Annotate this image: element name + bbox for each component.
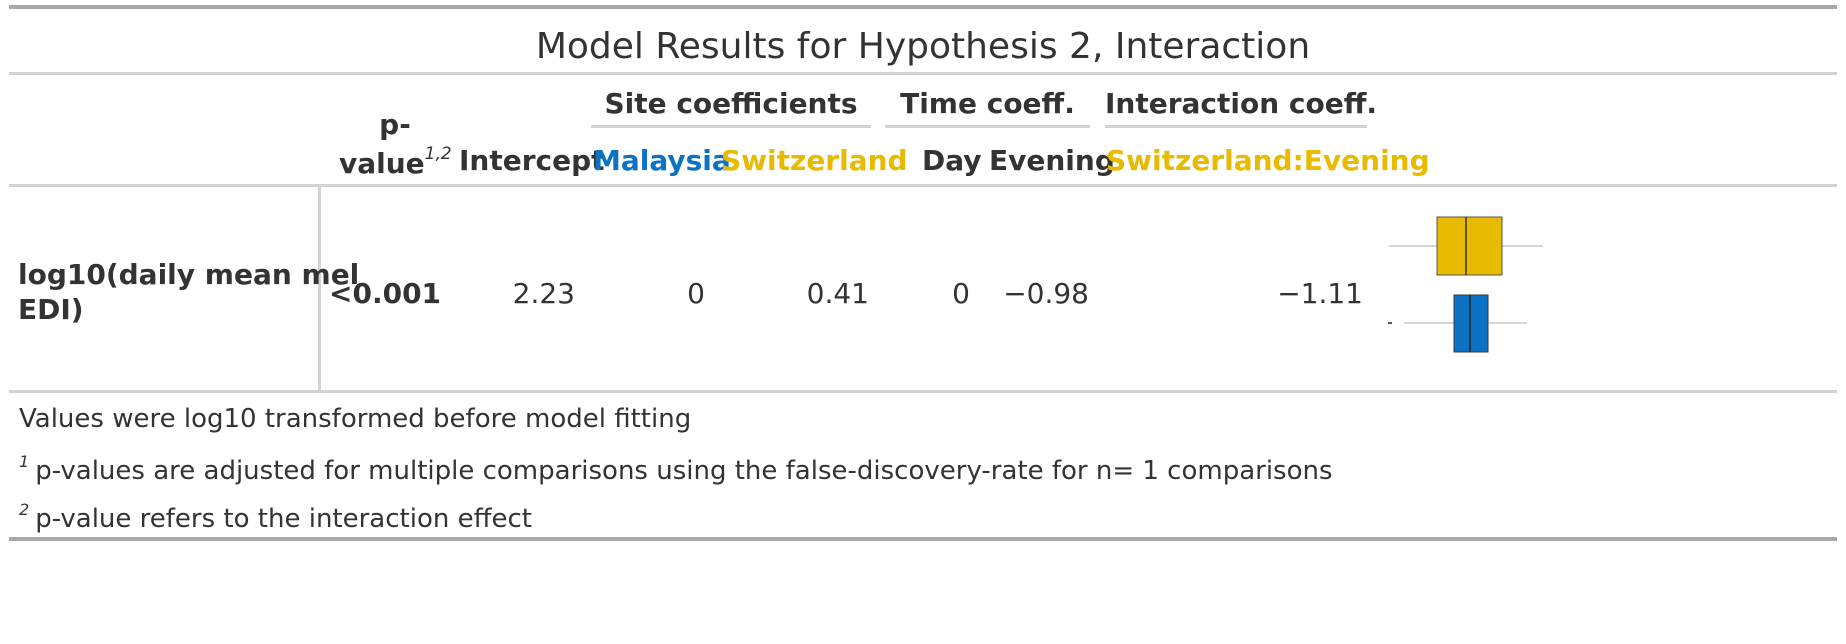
table-top-border xyxy=(9,5,1837,9)
header-evening: Evening xyxy=(989,144,1115,177)
footnote-2-mark: 2 xyxy=(19,500,30,519)
table-title: Model Results for Hypothesis 2, Interact… xyxy=(535,26,1311,67)
header-day: Day xyxy=(922,144,982,177)
source-note: Values were log10 transformed before mod… xyxy=(19,404,692,434)
header-malaysia: Malaysia xyxy=(593,144,731,177)
footnote-2: 2 p-value refers to the interaction effec… xyxy=(19,500,532,534)
spanner-site-coefficients: Site coefficients xyxy=(604,87,858,120)
header-switzerland: Switzerland xyxy=(721,144,908,177)
cell-day: 0 xyxy=(952,277,970,310)
switzerland-box xyxy=(1436,216,1503,276)
cell-intercept: 2.23 xyxy=(512,277,575,310)
row-label-line1: log10(daily mean mel xyxy=(18,258,360,291)
header-bottom-rule xyxy=(9,184,1837,187)
header-switzerland-evening: Switzerland:Evening xyxy=(1106,144,1430,177)
body-bottom-rule xyxy=(9,390,1837,393)
cell-switzerland: 0.41 xyxy=(806,277,869,310)
row-label-line2: EDI) xyxy=(18,293,84,326)
cell-evening: −0.98 xyxy=(1003,277,1089,310)
cell-switzerland-evening: −1.11 xyxy=(1277,277,1363,310)
malaysia-box xyxy=(1453,294,1489,353)
cell-malaysia: 0 xyxy=(687,277,705,310)
spanner-time-rule xyxy=(885,125,1090,128)
header-pvalue-line1: p- xyxy=(379,108,411,141)
cell-pvalue: <0.001 xyxy=(329,277,442,310)
footnote-1-text: p-values are adjusted for multiple compa… xyxy=(35,456,1333,486)
header-pvalue-line2: value1,2 xyxy=(339,144,452,180)
pvalue-footnote-marks: 1,2 xyxy=(424,144,452,164)
title-divider xyxy=(9,72,1837,75)
spanner-interaction-rule xyxy=(1105,125,1367,128)
results-table: Model Results for Hypothesis 2, Interact… xyxy=(9,0,1837,644)
spanner-site-rule xyxy=(591,125,871,128)
footnote-1: 1 p-values are adjusted for multiple comp… xyxy=(19,452,1333,486)
stub-divider xyxy=(318,186,321,391)
boxplot-chart xyxy=(1388,216,1543,353)
footnote-2-text: p-value refers to the interaction effect xyxy=(35,504,532,534)
table-bottom-border xyxy=(9,537,1837,541)
spanner-interaction-coeff: Interaction coeff. xyxy=(1105,87,1378,120)
footnote-1-mark: 1 xyxy=(19,452,30,471)
spanner-time-coeff: Time coeff. xyxy=(900,87,1075,120)
header-intercept: Intercept xyxy=(459,144,605,177)
